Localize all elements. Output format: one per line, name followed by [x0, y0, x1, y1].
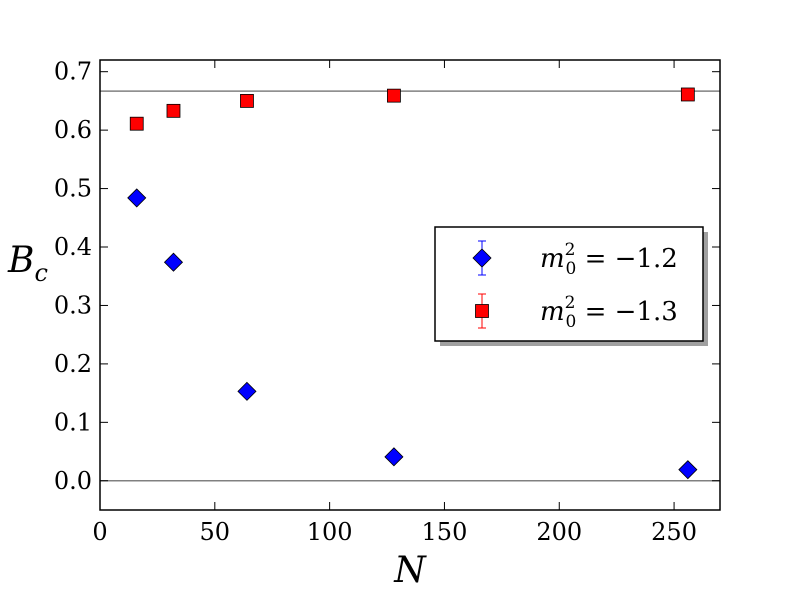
legend-label-1: m2 0 = −1.2 — [540, 240, 678, 279]
legend-label-2: m2 0 = −1.3 — [540, 293, 678, 332]
diamond-point — [127, 188, 147, 208]
legend-label-rest: = −1.2 — [576, 244, 677, 274]
x-tick-label: 100 — [307, 518, 353, 546]
legend-marker-1 — [472, 248, 492, 268]
square-point — [387, 88, 401, 103]
legend-label-sup: 2 — [565, 293, 576, 313]
y-tick-label: 0.0 — [54, 467, 92, 495]
y-tick-label: 0.6 — [54, 116, 92, 144]
y-tick-label: 0.4 — [54, 233, 92, 261]
reference-lines — [100, 90, 720, 482]
series-2 — [129, 87, 695, 131]
legend: m2 0 = −1.2m2 0 = −1.3 — [434, 226, 708, 346]
square-point — [240, 94, 254, 108]
diamond-point — [678, 460, 698, 480]
x-axis-title: N — [393, 550, 427, 591]
y-axis-title: Bc — [7, 240, 48, 287]
legend-label-base: m — [540, 297, 565, 327]
y-axis-title-base: B — [7, 240, 34, 281]
legend-label-base: m — [540, 244, 565, 274]
data-points — [127, 87, 698, 480]
square-point — [129, 116, 144, 131]
legend-marker-2 — [475, 304, 489, 318]
diamond-point — [384, 447, 404, 467]
y-tick-label: 0.3 — [54, 291, 92, 319]
legend-label-sub: 0 — [565, 312, 576, 332]
y-tick-label: 0.7 — [54, 58, 92, 86]
legend-label-sub: 0 — [565, 259, 576, 279]
plot-frame — [99, 59, 721, 511]
legend-label-sup: 2 — [565, 240, 576, 260]
diamond-point — [163, 252, 184, 272]
series-1 — [127, 188, 698, 480]
diamond-point — [237, 381, 257, 401]
square-point — [166, 103, 181, 118]
y-axis-title-subscript: c — [34, 259, 47, 287]
x-tick-label: 200 — [536, 518, 582, 546]
legend-box — [434, 226, 704, 342]
x-tick-label: 250 — [651, 518, 697, 546]
legend-label-rest: = −1.3 — [576, 297, 677, 327]
x-tick-label: 0 — [92, 518, 107, 546]
y-tick-label: 0.5 — [54, 175, 92, 203]
square-point — [680, 87, 695, 102]
x-tick-label: 50 — [200, 518, 231, 546]
y-tick-label: 0.2 — [54, 350, 92, 378]
x-tick-label: 150 — [422, 518, 468, 546]
y-tick-label: 0.1 — [54, 408, 92, 436]
